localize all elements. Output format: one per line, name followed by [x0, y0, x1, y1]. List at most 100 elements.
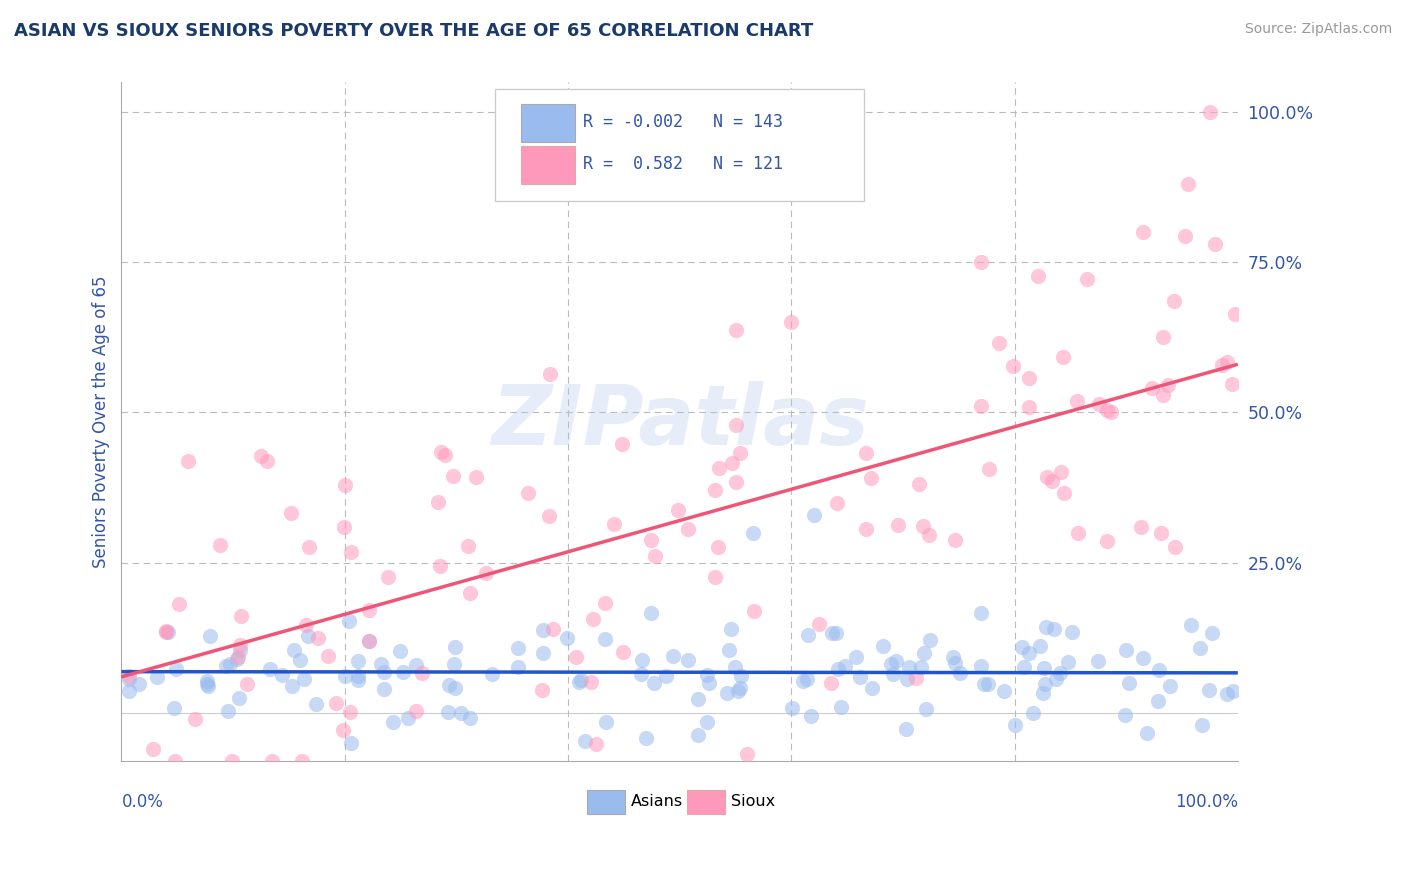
- Point: [475, 566, 498, 580]
- Point: [229, 643, 252, 657]
- Point: [644, 549, 666, 563]
- Text: Sioux: Sioux: [731, 794, 775, 809]
- Point: [1115, 643, 1137, 657]
- Point: [918, 633, 941, 648]
- Point: [339, 705, 361, 719]
- Point: [443, 657, 465, 672]
- Point: [727, 684, 749, 698]
- Point: [640, 606, 662, 620]
- Point: [855, 446, 877, 460]
- Point: [531, 647, 554, 661]
- Point: [1066, 393, 1088, 408]
- Point: [987, 335, 1010, 350]
- Point: [1004, 718, 1026, 732]
- Point: [582, 612, 605, 626]
- Point: [118, 684, 141, 698]
- Point: [392, 665, 415, 680]
- Point: [458, 585, 481, 599]
- Point: [347, 654, 370, 668]
- Point: [226, 649, 249, 664]
- Point: [543, 622, 565, 636]
- Point: [973, 677, 995, 691]
- Point: [429, 559, 451, 574]
- Point: [911, 519, 934, 533]
- Point: [896, 673, 918, 687]
- Point: [506, 640, 529, 655]
- Point: [1052, 485, 1074, 500]
- Point: [250, 449, 273, 463]
- Point: [433, 448, 456, 462]
- Point: [197, 679, 219, 693]
- Text: 0.0%: 0.0%: [121, 793, 163, 811]
- Point: [724, 418, 747, 433]
- Point: [709, 460, 731, 475]
- Point: [780, 701, 803, 715]
- Point: [1036, 470, 1059, 484]
- Point: [357, 633, 380, 648]
- Point: [860, 681, 883, 695]
- Point: [1087, 654, 1109, 668]
- Point: [531, 623, 554, 637]
- FancyBboxPatch shape: [495, 88, 863, 201]
- Point: [1191, 718, 1213, 732]
- Point: [697, 675, 720, 690]
- Point: [830, 700, 852, 714]
- Point: [949, 666, 972, 681]
- Point: [226, 652, 249, 666]
- Point: [1147, 694, 1170, 708]
- Point: [568, 675, 591, 690]
- Point: [411, 666, 433, 681]
- Point: [346, 668, 368, 682]
- Point: [1028, 639, 1050, 653]
- Point: [1130, 520, 1153, 534]
- Point: [292, 673, 315, 687]
- Point: [1147, 663, 1170, 677]
- Point: [880, 657, 903, 671]
- Point: [427, 494, 450, 508]
- Point: [643, 676, 665, 690]
- Point: [662, 649, 685, 664]
- Point: [444, 681, 467, 695]
- Point: [724, 323, 747, 337]
- Point: [291, 754, 314, 768]
- Point: [382, 714, 405, 729]
- Point: [457, 539, 479, 553]
- Point: [872, 640, 894, 654]
- Point: [1180, 617, 1202, 632]
- Point: [1216, 355, 1239, 369]
- Point: [530, 683, 553, 698]
- Point: [569, 673, 592, 688]
- Point: [1033, 661, 1056, 675]
- Point: [297, 630, 319, 644]
- Point: [339, 545, 361, 559]
- Point: [703, 483, 725, 498]
- Point: [942, 650, 965, 665]
- Point: [630, 667, 652, 681]
- Point: [1052, 351, 1074, 365]
- Point: [162, 701, 184, 715]
- Point: [1222, 683, 1244, 698]
- Point: [1099, 405, 1122, 419]
- Point: [337, 614, 360, 628]
- Point: [970, 658, 993, 673]
- Point: [676, 653, 699, 667]
- Point: [1012, 660, 1035, 674]
- Point: [678, 522, 700, 536]
- Point: [724, 660, 747, 674]
- Point: [318, 648, 340, 663]
- Point: [128, 677, 150, 691]
- Point: [1211, 358, 1233, 372]
- Point: [281, 679, 304, 693]
- Text: Source: ZipAtlas.com: Source: ZipAtlas.com: [1244, 22, 1392, 37]
- Point: [165, 754, 187, 768]
- Text: ASIAN VS SIOUX SENIORS POVERTY OVER THE AGE OF 65 CORRELATION CHART: ASIAN VS SIOUX SENIORS POVERTY OVER THE …: [14, 22, 813, 40]
- Point: [908, 476, 931, 491]
- Point: [1188, 641, 1211, 656]
- Point: [834, 659, 856, 673]
- Point: [730, 681, 752, 695]
- Point: [725, 475, 748, 489]
- Point: [256, 453, 278, 467]
- Point: [636, 731, 658, 745]
- Point: [1018, 401, 1040, 415]
- Point: [943, 533, 966, 548]
